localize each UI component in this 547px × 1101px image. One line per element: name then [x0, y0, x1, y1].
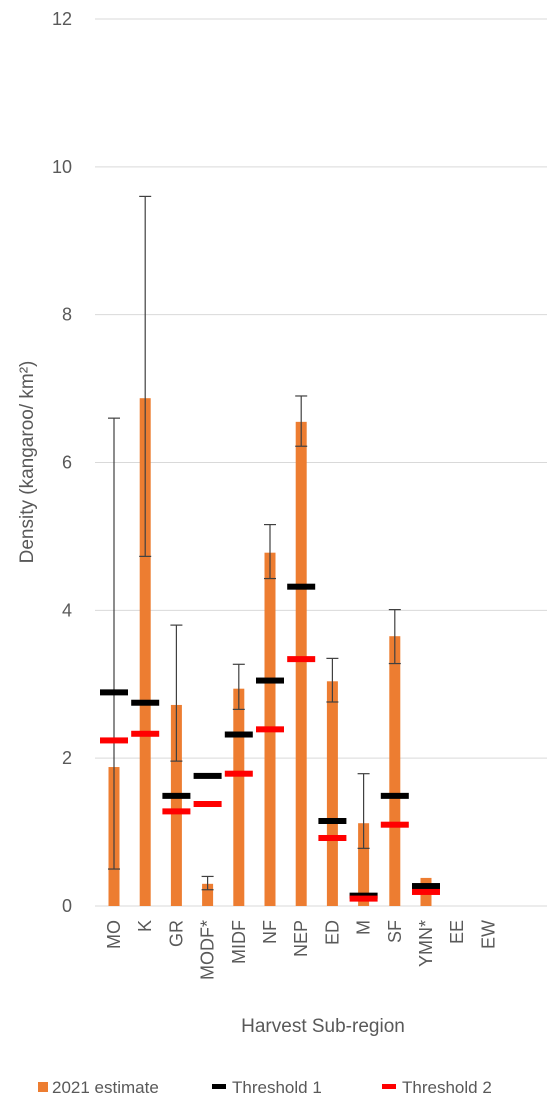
threshold-2-marker — [349, 895, 378, 902]
x-tick-label: NF — [260, 920, 280, 944]
x-tick-label: ED — [322, 920, 342, 945]
legend-label: Threshold 2 — [402, 1078, 492, 1097]
error-bar — [170, 624, 183, 762]
bar — [389, 636, 401, 906]
threshold-markers — [100, 583, 440, 902]
threshold-2-marker — [162, 808, 191, 815]
x-tick-label: MIDF — [229, 920, 249, 964]
bar — [358, 823, 370, 906]
error-bar — [108, 417, 120, 870]
legend-label: 2021 estimate — [52, 1078, 159, 1097]
error-bar — [201, 875, 214, 891]
error-bar — [388, 608, 401, 665]
x-tick-label: K — [135, 920, 155, 932]
threshold-1-marker — [193, 772, 222, 779]
bar — [295, 421, 307, 906]
y-tick-label: 10 — [52, 157, 72, 177]
x-tick-label: MO — [104, 920, 124, 949]
threshold-2-marker — [193, 800, 222, 807]
threshold-2-marker — [287, 656, 316, 663]
x-tick-label: EE — [447, 920, 467, 944]
error-bar — [264, 523, 276, 580]
threshold-1-marker — [162, 792, 191, 799]
x-tick-label: EW — [478, 920, 498, 949]
y-tick-label: 12 — [52, 9, 72, 29]
x-tick-label: NEP — [291, 920, 311, 957]
error-bar — [139, 195, 152, 557]
legend-swatch — [382, 1084, 396, 1089]
threshold-1-marker — [224, 731, 253, 738]
x-tick-label: M — [354, 920, 374, 935]
threshold-1-marker — [412, 883, 440, 890]
bar — [233, 688, 245, 906]
error-bars — [108, 195, 401, 891]
legend-swatch — [212, 1084, 226, 1089]
threshold-1-marker — [380, 792, 409, 799]
y-tick-label: 2 — [62, 748, 72, 768]
y-tick-label: 0 — [62, 896, 72, 916]
error-bar — [232, 663, 245, 710]
threshold-1-marker — [287, 583, 316, 590]
legend-swatch — [38, 1082, 48, 1092]
threshold-1-marker — [256, 677, 284, 684]
y-axis-label: Density (kangaroo/ km²) — [17, 361, 38, 564]
x-axis-label: Harvest Sub-region — [241, 1016, 405, 1037]
x-tick-label: YMN* — [416, 920, 436, 967]
threshold-2-marker — [318, 834, 347, 841]
legend-item: 2021 estimate — [38, 1078, 159, 1097]
bar — [326, 681, 338, 906]
y-tick-label: 6 — [62, 453, 72, 473]
x-tick-label: MODF* — [198, 920, 218, 980]
y-tick-label: 8 — [62, 305, 72, 325]
bar — [170, 704, 182, 906]
threshold-2-marker — [380, 821, 409, 828]
legend: 2021 estimate Threshold 1 Threshold 2 — [38, 1078, 492, 1097]
legend-item: Threshold 2 — [382, 1078, 492, 1097]
threshold-1-marker — [318, 817, 347, 824]
threshold-1-marker — [131, 699, 160, 706]
x-tick-label: GR — [166, 920, 186, 947]
threshold-1-marker — [100, 689, 128, 696]
threshold-2-marker — [256, 726, 284, 733]
bar — [139, 398, 151, 906]
x-tick-label: SF — [385, 920, 405, 943]
gridlines — [95, 18, 547, 907]
y-tick-label: 4 — [62, 600, 72, 620]
threshold-2-marker — [412, 888, 440, 895]
threshold-2-marker — [224, 770, 253, 777]
error-bar — [357, 773, 370, 849]
y-axis-ticks: 0 2 4 6 8 10 12 — [52, 9, 72, 916]
error-bar — [295, 395, 308, 447]
bar — [202, 883, 214, 906]
legend-item: Threshold 1 — [212, 1078, 322, 1097]
threshold-2-marker — [100, 737, 128, 744]
threshold-2-marker — [131, 730, 160, 737]
error-bar — [326, 657, 339, 703]
bars — [108, 398, 432, 906]
legend-label: Threshold 1 — [232, 1078, 322, 1097]
x-axis-ticks: MO K GR MODF* MIDF NF NEP ED M SF YMN* EE EW — [104, 920, 498, 980]
